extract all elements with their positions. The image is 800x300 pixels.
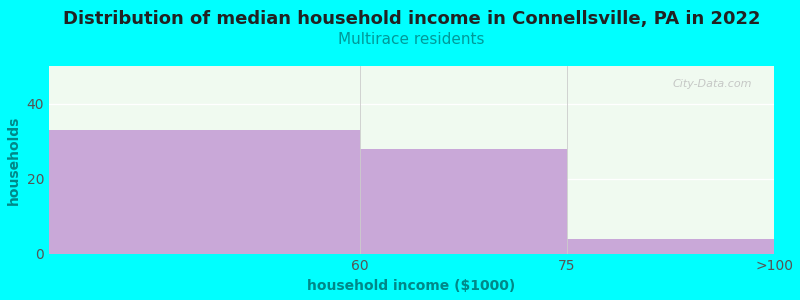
- Text: City-Data.com: City-Data.com: [673, 79, 752, 89]
- X-axis label: household income ($1000): household income ($1000): [307, 279, 515, 293]
- Title: Distribution of median household income in Connellsville, PA in 2022: Distribution of median household income …: [62, 10, 760, 28]
- Bar: [360, 149, 567, 254]
- Y-axis label: households: households: [7, 115, 21, 205]
- Bar: [49, 130, 360, 254]
- Text: Multirace residents: Multirace residents: [338, 32, 485, 47]
- Bar: [567, 239, 774, 254]
